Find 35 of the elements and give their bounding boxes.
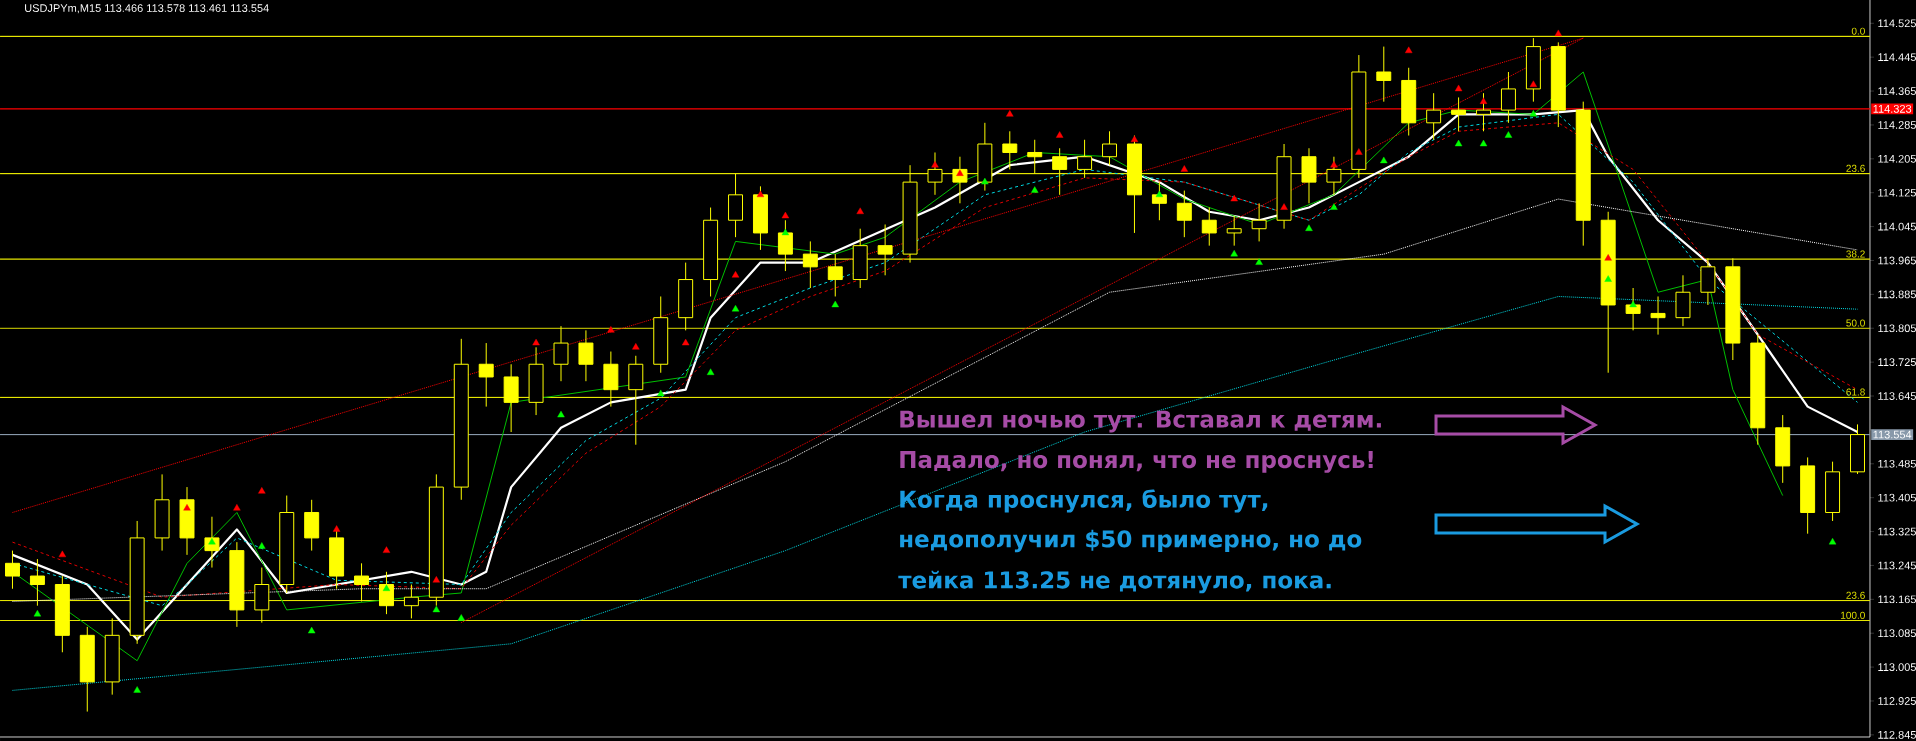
y-tick-label: 113.325 bbox=[1878, 527, 1916, 536]
y-tick-label: 113.965 bbox=[1878, 256, 1916, 265]
y-tick-label: 114.285 bbox=[1878, 121, 1916, 129]
y-tick-label: 113.885 bbox=[1878, 290, 1916, 299]
annotation: Когда проснулся, было тут, bbox=[900, 489, 1268, 513]
y-tick-label: 113.085 bbox=[1878, 629, 1916, 638]
y-tick-label: 113.485 bbox=[1878, 459, 1916, 468]
y-tick-label: 114.125 bbox=[1878, 188, 1916, 197]
y-tick-label: 113.165 bbox=[1878, 595, 1916, 604]
chart-title: USDJPYm,M15 113.466 113.578 113.461 113.554 bbox=[25, 4, 269, 14]
annotation: 50.0 bbox=[1846, 319, 1865, 327]
annotation: недополучил $50 примерно, но до bbox=[900, 529, 1362, 553]
y-tick-label: 114.525 bbox=[1878, 19, 1916, 28]
annotation: тейка 113.25 не дотянуло, пока. bbox=[898, 570, 1331, 594]
annotation: Падало, но понял, что не проснусь! bbox=[900, 451, 1373, 473]
annotation: 100.0 bbox=[1841, 611, 1865, 619]
y-tick-label: 114.365 bbox=[1878, 87, 1916, 95]
y-tick-label: 113.405 bbox=[1878, 493, 1916, 502]
y-tick-label: 113.245 bbox=[1878, 561, 1916, 570]
annotation: 23.6 bbox=[1846, 164, 1865, 172]
y-tick-label: 114.205 bbox=[1878, 154, 1916, 163]
y-tick-label: 112.925 bbox=[1878, 697, 1916, 705]
y-tick-label: 112.845 bbox=[1878, 730, 1916, 739]
y-tick-label: 113.645 bbox=[1878, 392, 1916, 400]
annotation: 23.6 bbox=[1846, 591, 1865, 599]
annotation: 38.2 bbox=[1846, 250, 1865, 258]
y-tick-label: 114.445 bbox=[1878, 53, 1916, 62]
y-tick-label: 113.805 bbox=[1878, 324, 1916, 333]
ref-line-label: 114.323 bbox=[1873, 104, 1912, 113]
ref-line-label: 113.554 bbox=[1873, 430, 1912, 439]
y-tick-label: 114.045 bbox=[1878, 222, 1916, 231]
annotation: 61.8 bbox=[1846, 388, 1865, 396]
annotation: 0.0 bbox=[1851, 27, 1865, 35]
y-tick-label: 113.725 bbox=[1878, 358, 1916, 367]
y-tick-label: 113.005 bbox=[1878, 663, 1916, 671]
